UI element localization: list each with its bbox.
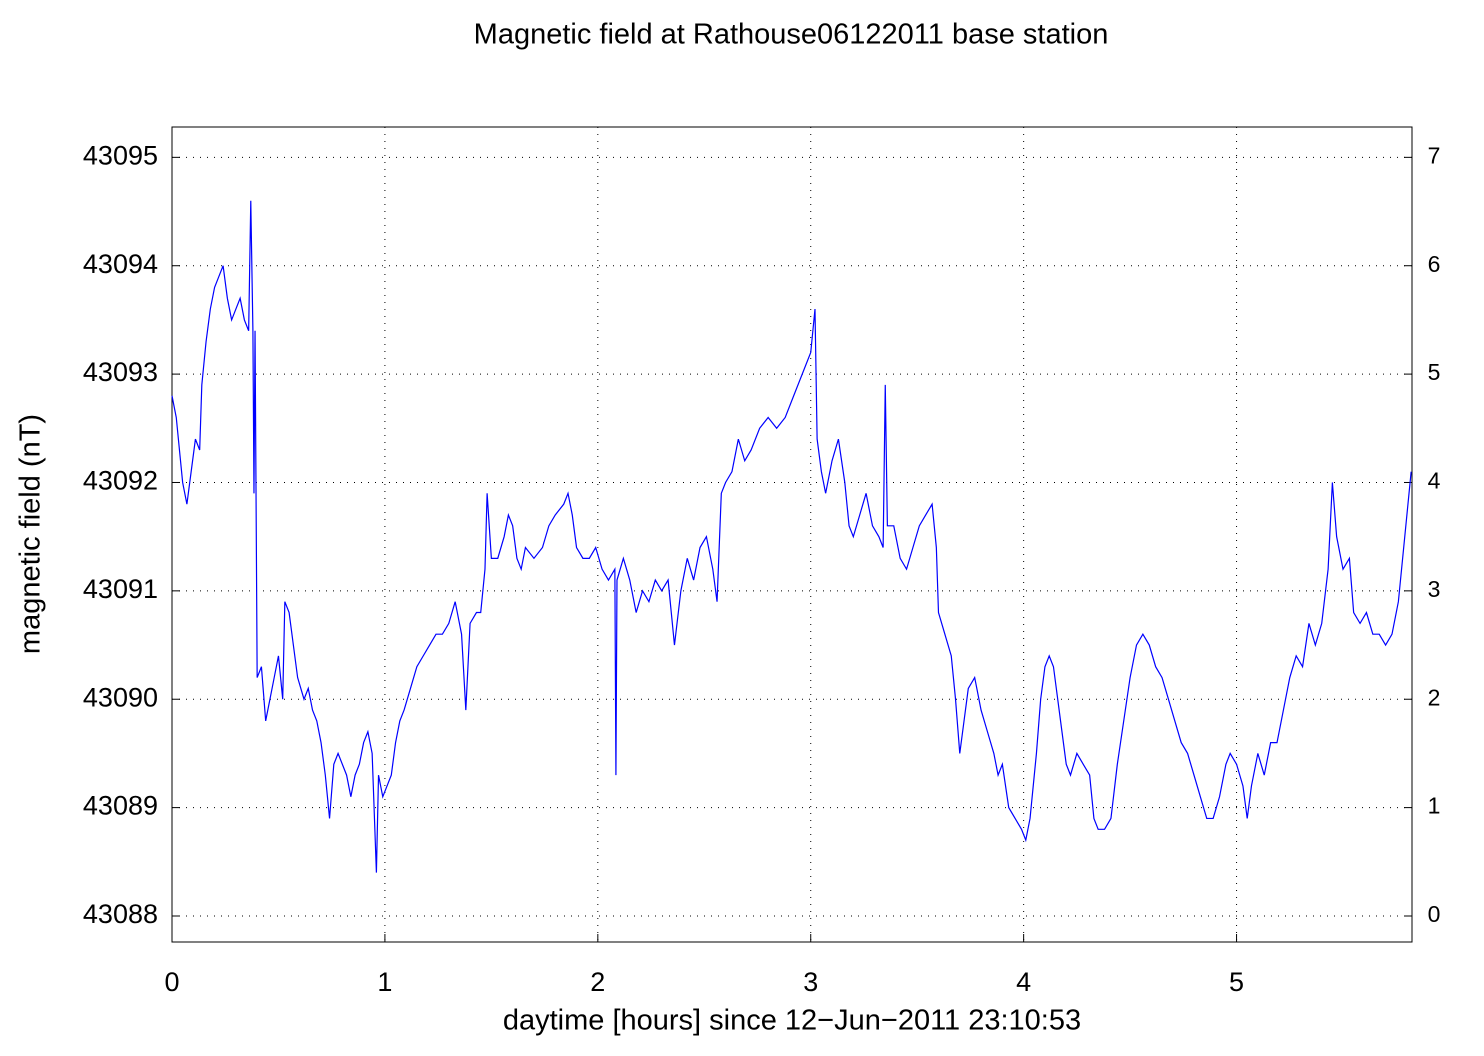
- plot-frame: [171, 126, 1413, 943]
- y2-tick-label: 4: [1428, 468, 1441, 494]
- y-tick-label: 43088: [83, 899, 158, 929]
- y-tick-label: 43093: [83, 357, 158, 387]
- x-tick-label: 2: [590, 967, 605, 997]
- y2-tick-label: 1: [1428, 793, 1441, 819]
- y2-tick-label: 0: [1428, 901, 1441, 927]
- y-tick-label: 43090: [83, 682, 158, 712]
- y2-tick-label: 2: [1428, 684, 1441, 710]
- y2-tick-label: 6: [1428, 251, 1441, 277]
- x-axis-label: daytime [hours] since 12−Jun−2011 23:10:…: [503, 1005, 1081, 1037]
- x-tick-label: 0: [164, 967, 179, 997]
- y-tick-label: 43095: [83, 140, 158, 170]
- data-line: [171, 200, 1412, 873]
- x-tick-label: 1: [377, 967, 392, 997]
- x-tick-label: 5: [1229, 967, 1244, 997]
- chart-title: Magnetic field at Rathouse06122011 base …: [474, 19, 1109, 51]
- y-tick-label: 43091: [83, 574, 158, 604]
- y2-tick-label: 3: [1428, 576, 1441, 602]
- y2-tick-label: 5: [1428, 359, 1441, 385]
- y-tick-label: 43089: [83, 791, 158, 821]
- x-tick-label: 4: [1016, 967, 1031, 997]
- y2-tick-label: 7: [1428, 142, 1441, 168]
- y-tick-label: 43092: [83, 466, 158, 496]
- x-tick-label: 3: [803, 967, 818, 997]
- y-tick-label: 43094: [83, 249, 158, 279]
- y-axis-label: magnetic field (nT): [15, 414, 47, 654]
